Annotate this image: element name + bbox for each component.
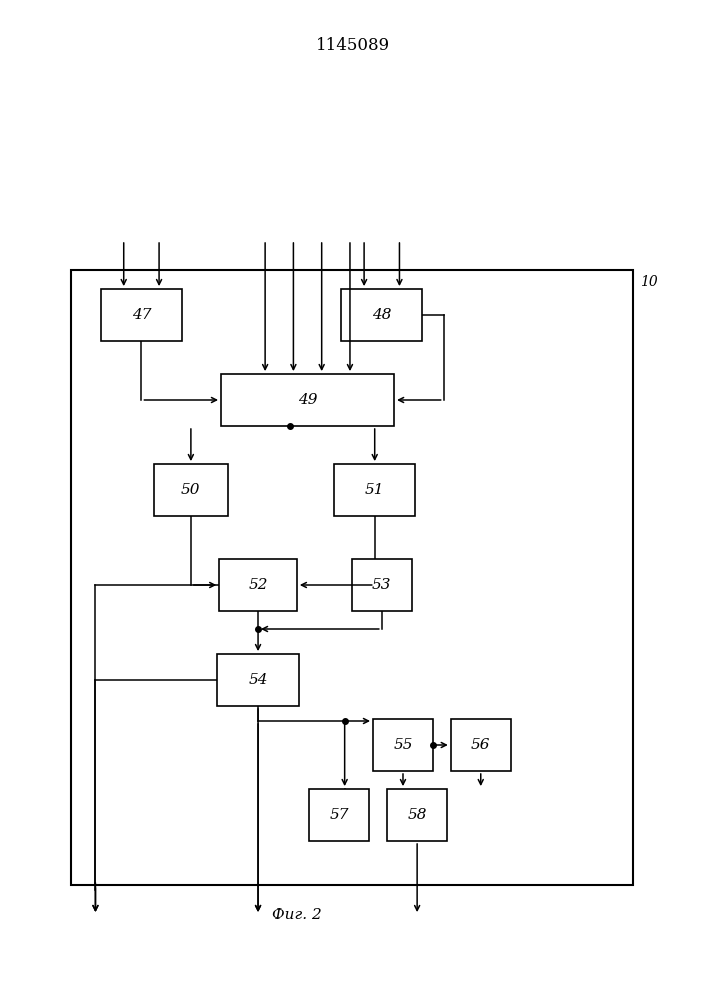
- Bar: [71, 270, 633, 885]
- Text: 52: 52: [248, 578, 268, 592]
- Text: 53: 53: [372, 578, 392, 592]
- Text: 55: 55: [393, 738, 413, 752]
- Text: 51: 51: [365, 483, 385, 497]
- Text: 54: 54: [248, 673, 268, 687]
- Bar: [387, 789, 447, 841]
- Bar: [451, 719, 510, 771]
- Text: 48: 48: [372, 308, 392, 322]
- Text: 10: 10: [640, 275, 658, 289]
- Bar: [373, 719, 433, 771]
- Bar: [351, 559, 411, 611]
- Text: 58: 58: [407, 808, 427, 822]
- Bar: [221, 374, 394, 426]
- Text: 50: 50: [181, 483, 201, 497]
- Text: 57: 57: [329, 808, 349, 822]
- Text: 56: 56: [471, 738, 491, 752]
- Bar: [309, 789, 369, 841]
- Bar: [218, 654, 298, 706]
- Bar: [100, 289, 182, 341]
- Text: 49: 49: [298, 393, 317, 407]
- Text: 1145089: 1145089: [317, 36, 390, 53]
- Text: Фиг. 2: Фиг. 2: [272, 908, 322, 922]
- Text: 47: 47: [132, 308, 151, 322]
- Bar: [219, 559, 297, 611]
- Bar: [334, 464, 415, 516]
- Bar: [341, 289, 423, 341]
- Bar: [154, 464, 228, 516]
